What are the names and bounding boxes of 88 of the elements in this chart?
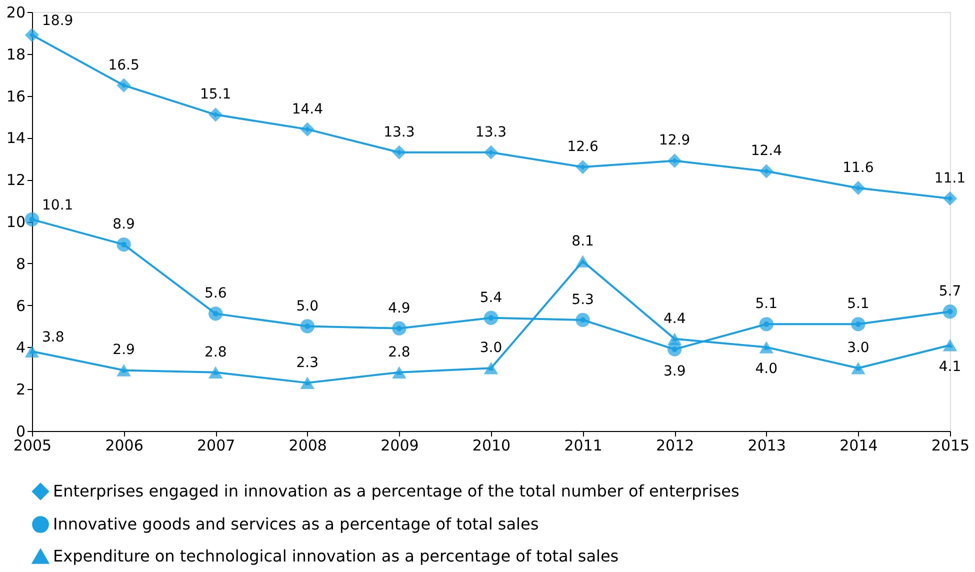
x-tick-label: 2009 — [380, 436, 419, 454]
point — [24, 28, 40, 42]
x-tick-label: 2007 — [197, 436, 236, 454]
point — [759, 317, 774, 332]
data-label: 16.5 — [108, 57, 140, 74]
point — [576, 255, 590, 268]
y-tick-label: 4 — [16, 338, 26, 357]
point — [392, 366, 406, 378]
y-tick-label: 12 — [6, 171, 26, 190]
data-label: 2.3 — [296, 354, 319, 371]
point — [116, 364, 131, 376]
point — [208, 306, 223, 321]
point — [576, 160, 590, 174]
x-tick-label: 2010 — [472, 436, 511, 454]
y-tick-label: 6 — [16, 296, 26, 315]
data-label: 8.1 — [572, 233, 594, 250]
data-label: 12.9 — [659, 132, 690, 149]
point — [116, 237, 131, 252]
point — [392, 321, 406, 336]
y-tick-label: 10 — [6, 213, 26, 231]
data-label: 3.8 — [42, 329, 64, 346]
data-label: 4.9 — [388, 300, 410, 316]
data-label: 3.9 — [663, 363, 686, 380]
data-label: 12.6 — [567, 139, 598, 156]
legend-label: Enterprises engaged in innovation as a percentage of the total number of enterprises — [53, 482, 740, 500]
point — [208, 366, 223, 378]
data-label: 5.6 — [204, 286, 227, 302]
x-tick-label: 2013 — [748, 436, 786, 454]
x-tick-label: 2015 — [931, 436, 970, 454]
data-label: 15.1 — [200, 86, 232, 103]
point — [484, 145, 498, 160]
data-label: 2.8 — [204, 344, 227, 360]
data-label: 4.1 — [938, 359, 962, 376]
point — [300, 376, 314, 389]
point — [851, 180, 866, 196]
data-label: 8.9 — [112, 216, 135, 233]
data-label: 4.0 — [755, 361, 778, 378]
data-label: 5.7 — [938, 284, 962, 300]
data-label: 5.1 — [755, 296, 778, 312]
point — [484, 362, 498, 374]
data-label: 3.0 — [480, 340, 502, 356]
data-label: 13.3 — [475, 124, 507, 140]
legend-label: Innovative goods and services as a percentage of total sales — [53, 514, 539, 534]
x-tick-label: 2006 — [105, 436, 144, 454]
x-tick-label: 2008 — [288, 436, 327, 454]
y-tick-label: 18 — [6, 45, 26, 64]
point — [759, 164, 774, 178]
data-label: 14.4 — [292, 101, 324, 118]
legend-label: Expenditure on technological innovation as a percentage of total sales — [53, 546, 619, 566]
point — [576, 312, 590, 328]
data-label: 2.9 — [112, 342, 135, 358]
data-label: 5.0 — [296, 298, 319, 314]
x-tick-label: 2011 — [564, 436, 602, 454]
data-label: 4.4 — [663, 310, 686, 327]
x-tick-label: 2012 — [656, 436, 694, 454]
data-label: 5.1 — [847, 296, 870, 312]
data-label: 18.9 — [42, 13, 74, 30]
data-label: 11.1 — [934, 170, 966, 186]
y-tick-label: 8 — [16, 254, 26, 273]
point — [942, 191, 958, 206]
data-label: 5.4 — [480, 290, 502, 306]
point — [24, 212, 40, 226]
point — [851, 317, 866, 332]
data-label: 10.1 — [42, 197, 74, 214]
point — [300, 319, 314, 334]
data-label: 12.4 — [750, 143, 782, 160]
data-label: 2.8 — [388, 344, 410, 360]
point — [392, 145, 406, 160]
point — [851, 362, 866, 374]
data-label: 3.0 — [847, 340, 870, 356]
point — [24, 345, 40, 358]
point — [116, 78, 131, 92]
data-label: 13.3 — [384, 124, 415, 140]
point — [759, 341, 774, 354]
x-tick-label: 2014 — [840, 436, 878, 454]
point — [668, 154, 682, 168]
data-label: 11.6 — [842, 160, 874, 176]
y-tick-label: 20 — [6, 4, 26, 22]
point — [942, 338, 958, 352]
y-tick-label: 2 — [16, 380, 26, 399]
y-tick-label: 14 — [6, 129, 26, 148]
point — [484, 310, 498, 325]
y-tick-label: 16 — [6, 87, 26, 106]
point — [300, 122, 314, 136]
point — [942, 304, 958, 319]
data-label: 5.3 — [572, 292, 594, 308]
point — [668, 332, 682, 345]
point — [208, 108, 223, 122]
